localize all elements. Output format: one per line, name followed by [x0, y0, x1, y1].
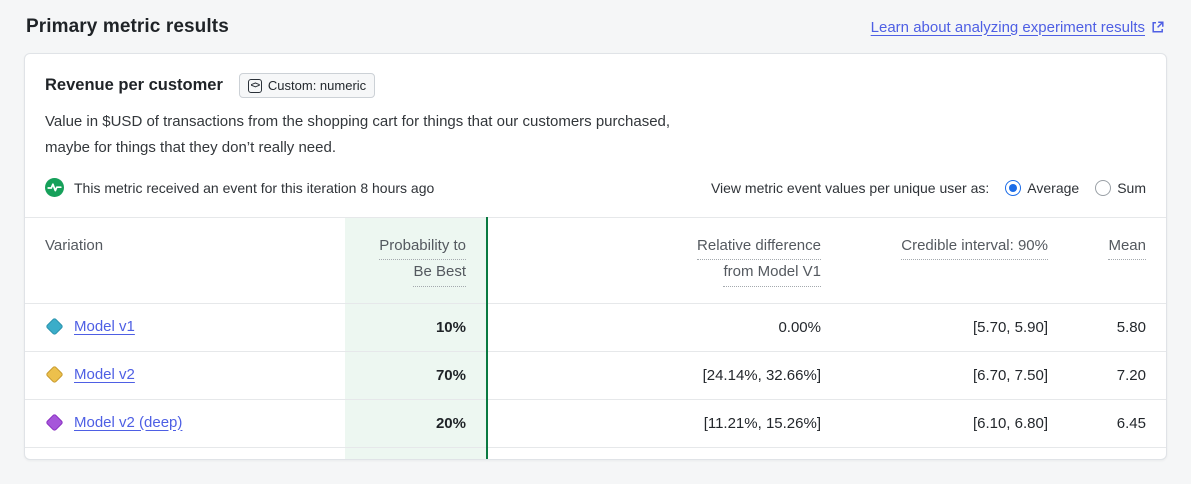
- external-link-icon: [1151, 20, 1165, 34]
- variation-name: Model v2 (deep): [74, 413, 183, 431]
- table-row: Model v2 70% [24.14%, 32.66%] [6.70, 7.5…: [25, 351, 1166, 400]
- relative-difference-cell: [24.14%, 32.66%]: [487, 351, 823, 400]
- table-row: Model v2 (deep) 20% [11.21%, 15.26%] [6.…: [25, 399, 1166, 448]
- mean-cell: 5.80: [1050, 303, 1166, 352]
- radio-average[interactable]: Average: [1005, 179, 1080, 196]
- table-header-row: Variation Probability to Be Best Relativ…: [25, 217, 1166, 304]
- credible-interval-cell: [6.10, 6.80]: [823, 399, 1050, 448]
- radio-average-circle[interactable]: [1005, 179, 1022, 196]
- table-footer-spacer: [25, 447, 1166, 459]
- header-probability-to-be-best[interactable]: Probability to Be Best: [345, 217, 488, 304]
- primary-metric-card: Revenue per customer <> Custom: numeric …: [24, 53, 1167, 460]
- credible-interval-cell: [5.70, 5.90]: [823, 303, 1050, 352]
- metric-name: Revenue per customer: [45, 76, 223, 94]
- radio-sum-circle[interactable]: [1095, 179, 1112, 196]
- table-row: Model v1 10% 0.00% [5.70, 5.90] 5.80: [25, 303, 1166, 352]
- credible-interval-cell: [6.70, 7.50]: [823, 351, 1050, 400]
- header-credible-interval[interactable]: Credible interval: 90%: [823, 217, 1050, 304]
- page-title: Primary metric results: [26, 16, 229, 37]
- pulse-icon: [45, 178, 64, 197]
- header-mean[interactable]: Mean: [1050, 217, 1166, 304]
- variation-link-model-v2-deep[interactable]: Model v2 (deep): [45, 412, 183, 432]
- metric-description-line2: maybe for things that they don’t really …: [45, 138, 337, 156]
- metric-description-line1: Value in $USD of transactions from the s…: [45, 113, 671, 130]
- variation-link-model-v1[interactable]: Model v1: [45, 316, 135, 336]
- variation-name: Model v2: [74, 365, 135, 383]
- learn-link-label: Learn about analyzing experiment results: [870, 18, 1145, 36]
- probability-cell: 20%: [345, 399, 488, 448]
- view-as-control: View metric event values per unique user…: [710, 179, 1146, 196]
- results-table: Variation Probability to Be Best Relativ…: [25, 217, 1166, 459]
- relative-difference-cell: 0.00%: [487, 303, 823, 352]
- radio-sum[interactable]: Sum: [1095, 179, 1146, 196]
- metric-header: Revenue per customer <> Custom: numeric: [45, 73, 1146, 98]
- relative-difference-cell: [11.21%, 15.26%]: [487, 399, 823, 448]
- variation-link-model-v2[interactable]: Model v2: [45, 364, 135, 384]
- header-relative-difference[interactable]: Relative difference from Model V1: [487, 217, 823, 304]
- radio-sum-label: Sum: [1117, 179, 1146, 196]
- event-status-text: This metric received an event for this i…: [74, 179, 435, 196]
- code-icon: <>: [247, 78, 262, 93]
- metric-meta-row: This metric received an event for this i…: [45, 170, 1146, 217]
- metric-type-badge: <> Custom: numeric: [238, 73, 376, 98]
- variation-name: Model v1: [74, 317, 135, 335]
- metric-type-badge-label: Custom: numeric: [267, 78, 367, 93]
- learn-about-results-link[interactable]: Learn about analyzing experiment results: [871, 19, 1165, 36]
- page-header: Primary metric results Learn about analy…: [0, 0, 1191, 53]
- mean-cell: 6.45: [1050, 399, 1166, 448]
- mean-cell: 7.20: [1050, 351, 1166, 400]
- radio-average-label: Average: [1027, 179, 1080, 196]
- variation-diamond-icon: [45, 412, 64, 432]
- probability-cell: 70%: [345, 351, 488, 400]
- metric-description: Value in $USD of transactions from the s…: [45, 109, 1146, 160]
- header-variation: Variation: [25, 217, 345, 304]
- probability-cell: 10%: [345, 303, 488, 352]
- variation-diamond-icon: [45, 364, 64, 384]
- variation-diamond-icon: [45, 316, 64, 336]
- view-as-label: View metric event values per unique user…: [710, 179, 990, 196]
- event-status: This metric received an event for this i…: [45, 178, 434, 197]
